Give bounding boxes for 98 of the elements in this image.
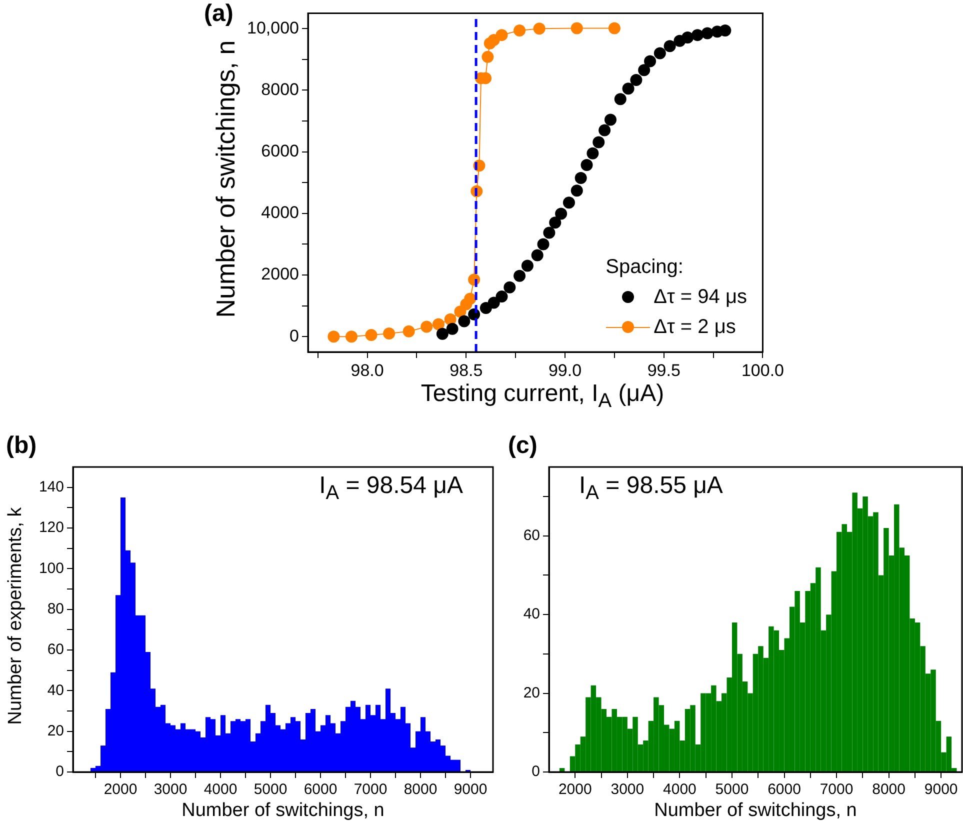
point <box>604 114 616 126</box>
point <box>496 29 508 42</box>
y-tick-label: 80 <box>47 600 64 618</box>
point <box>436 328 448 340</box>
y-tick-label: 4000 <box>261 203 299 222</box>
point <box>533 22 546 35</box>
x-tick-label: 5000 <box>715 781 749 798</box>
y-tick-label: 20 <box>47 722 64 740</box>
x-tick-label: 99.5 <box>647 360 680 380</box>
point <box>719 24 732 36</box>
x-tick-label: 2000 <box>558 781 592 798</box>
point <box>570 22 583 34</box>
point <box>464 292 476 305</box>
point <box>592 136 605 148</box>
point <box>682 32 694 44</box>
legend-title: Spacing: <box>606 255 684 280</box>
point <box>630 74 642 86</box>
point <box>574 172 587 184</box>
point <box>458 315 470 328</box>
point <box>514 24 526 36</box>
x-tick-label: 8000 <box>872 781 906 798</box>
x-tick-label: 4000 <box>204 781 238 798</box>
y-tick-label: 2000 <box>261 264 299 284</box>
y-tick-label: 120 <box>38 519 64 536</box>
x-tick-label: 7000 <box>354 781 388 798</box>
point <box>638 64 650 76</box>
point <box>654 47 666 60</box>
x-tick-label: 4000 <box>663 781 696 798</box>
y-tick-label: 20 <box>523 684 540 702</box>
chart-title: (a) <box>204 0 234 28</box>
y-tick-label: 40 <box>47 682 64 699</box>
point <box>644 55 656 68</box>
y-tick-label: 140 <box>38 478 64 496</box>
point <box>446 322 458 335</box>
y-tick-label: 10,000 <box>247 18 299 38</box>
point <box>549 216 562 229</box>
point <box>402 325 415 338</box>
point <box>664 40 676 52</box>
x-axis-title: Number of switchings, n <box>654 800 857 822</box>
x-tick-label: 9000 <box>454 781 488 798</box>
x-axis-title: Testing current, I$_{A}$ (μA) <box>420 380 664 413</box>
x-tick-label: 98.5 <box>450 360 483 380</box>
point <box>496 290 508 303</box>
x-axis-title: Number of switchings, n <box>182 800 384 822</box>
point <box>562 196 575 209</box>
chart-title: (b) <box>6 432 37 460</box>
y-tick-label: 6000 <box>261 141 299 160</box>
point <box>521 260 534 272</box>
annotation: I$_{A}$ = 98.55 μA <box>579 472 723 505</box>
point <box>555 208 568 220</box>
point <box>622 82 634 95</box>
point <box>537 238 550 250</box>
y-tick-label: 0 <box>532 763 540 780</box>
point <box>543 226 556 239</box>
x-tick-label: 3000 <box>154 781 188 798</box>
point <box>383 328 396 340</box>
x-tick-label: 9000 <box>924 781 958 798</box>
point <box>504 281 516 294</box>
point <box>614 93 626 106</box>
x-tick-label: 8000 <box>404 781 438 798</box>
x-tick-label: 2000 <box>104 781 138 798</box>
point <box>586 147 599 160</box>
point <box>608 22 620 34</box>
y-tick-label: 100 <box>38 560 64 577</box>
y-tick-label: 60 <box>47 641 64 658</box>
x-tick-label: 5000 <box>254 781 288 798</box>
annotation: I$_{A}$ = 98.54 μA <box>319 472 463 505</box>
y-tick-label: 0 <box>56 763 64 780</box>
legend-label: Δτ = 2 μs <box>654 315 736 340</box>
legend-label: Δτ = 94 μs <box>654 285 747 310</box>
point <box>365 329 378 342</box>
y-tick-label: 60 <box>523 527 540 544</box>
y-tick-label: 8000 <box>261 80 299 99</box>
x-tick-label: 6000 <box>304 781 338 798</box>
x-tick-label: 7000 <box>820 781 854 798</box>
point <box>432 318 444 330</box>
point <box>570 184 583 197</box>
point <box>531 249 544 262</box>
point <box>598 124 611 136</box>
point <box>482 50 494 63</box>
x-tick-label: 6000 <box>768 781 801 798</box>
x-tick-label: 100.0 <box>741 360 784 380</box>
point <box>328 330 340 343</box>
point <box>701 27 714 40</box>
y-axis-title: Number of switchings, n <box>210 40 242 318</box>
point <box>420 320 433 333</box>
point <box>488 296 500 309</box>
y-tick-label: 40 <box>523 606 540 623</box>
point <box>345 330 358 343</box>
y-axis-title: Number of experiments, k <box>5 507 27 725</box>
point <box>580 159 593 172</box>
x-tick-label: 99.0 <box>548 360 582 380</box>
y-tick-label: 0 <box>290 326 299 346</box>
x-tick-label: 3000 <box>610 781 644 798</box>
point <box>514 270 526 282</box>
point <box>691 29 704 42</box>
chart-title: (c) <box>508 432 538 460</box>
x-tick-label: 98.0 <box>350 360 384 380</box>
